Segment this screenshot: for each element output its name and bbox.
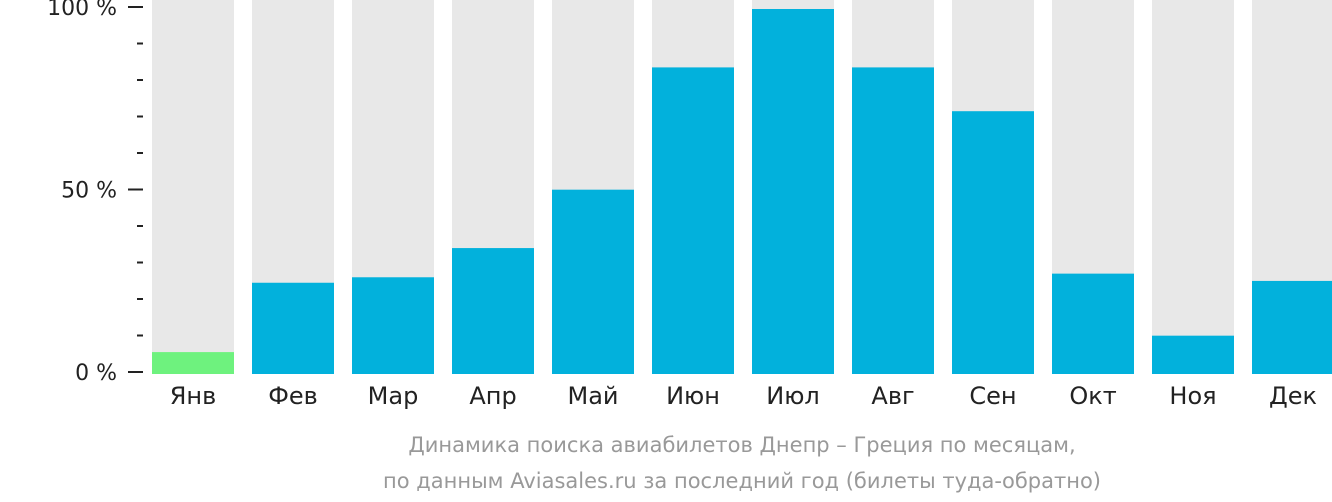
bar-7 [752,9,834,374]
x-tick-label: Авг [871,382,914,410]
bar-11 [1152,335,1234,374]
caption-line-1: Динамика поиска авиабилетов Днепр – Грец… [408,433,1075,457]
bar-8 [852,67,934,375]
bar-9 [952,111,1034,374]
y-tick-label: 50 % [61,179,117,204]
x-tick-label: Мар [368,382,419,410]
x-tick-label: Июн [666,382,720,410]
bar-4 [452,248,534,374]
bar-5 [552,189,634,374]
x-tick-label: Дек [1269,382,1317,410]
bar-track [152,0,234,374]
y-axis: 0 % 50 % 100 % [47,0,143,386]
bar-track [1152,0,1234,374]
x-axis-labels: Янв Фев Мар Апр Май Июн Июл Авг Сен Окт Ноя Дек [170,382,1317,410]
x-tick-label: Июл [766,382,820,410]
bar-3 [352,277,434,374]
y-tick-label: 100 % [47,0,117,21]
bar-10 [1052,273,1134,374]
x-tick-label: Окт [1069,382,1116,410]
bar-2 [252,282,334,374]
bar-6 [652,67,734,375]
x-tick-label: Ноя [1169,382,1216,410]
bars [152,0,1332,375]
x-tick-label: Май [567,382,618,410]
x-tick-label: Апр [469,382,516,410]
bar-1 [152,352,234,374]
x-tick-label: Сен [969,382,1016,410]
y-tick-label: 0 % [75,361,117,386]
caption-line-2: по данным Aviasales.ru за последний год … [383,469,1101,493]
x-tick-label: Фев [268,382,318,410]
bar-12 [1252,280,1332,374]
x-tick-label: Янв [170,382,217,410]
